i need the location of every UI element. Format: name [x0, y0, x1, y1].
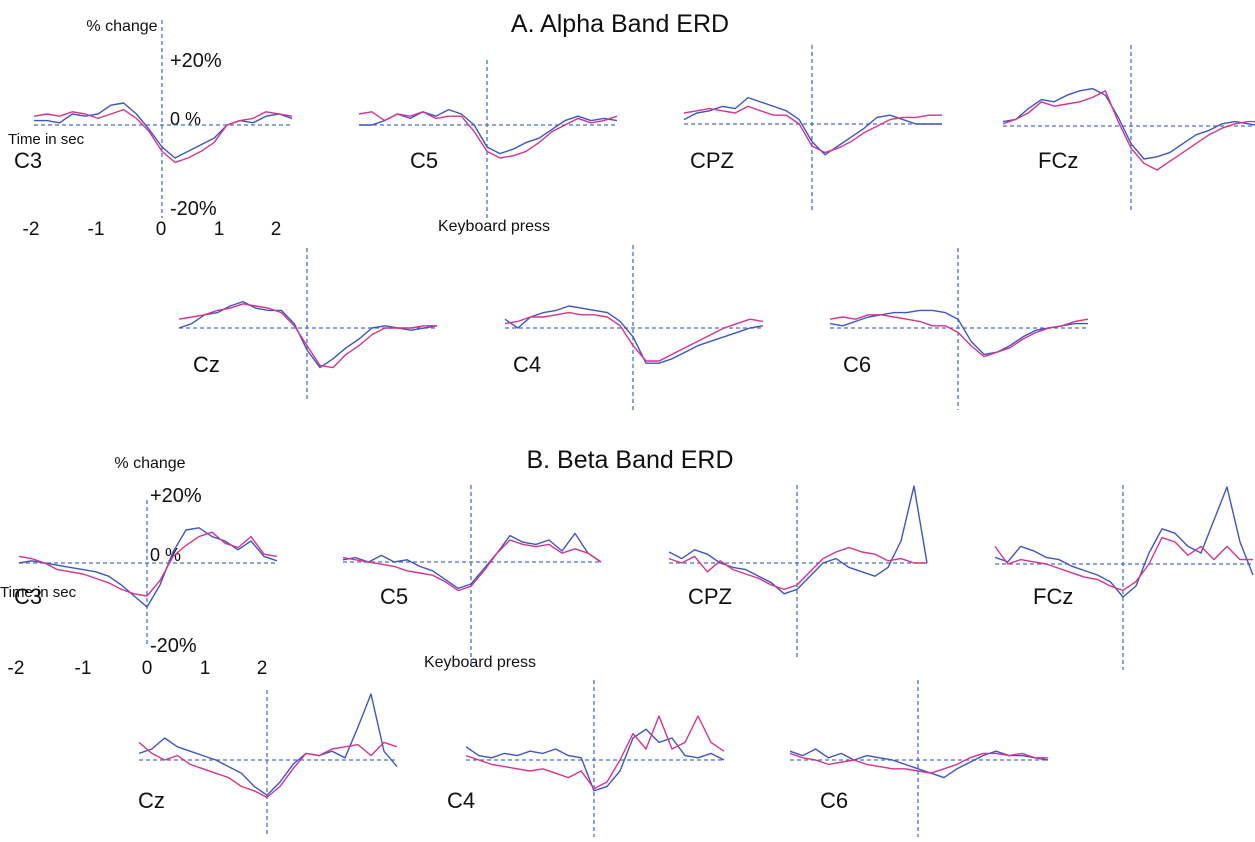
- panel-a-xtick: 1: [214, 219, 225, 240]
- panel-b-xlabel: Time in sec: [0, 584, 77, 601]
- panel-a-xtick: 2: [271, 219, 282, 240]
- panel-b-title: B. Beta Band ERD: [526, 446, 733, 474]
- series-magenta-line: [358, 111, 618, 159]
- series-blue-line: [668, 485, 928, 595]
- series-magenta-line: [18, 531, 278, 597]
- series-blue-line: [1002, 87, 1255, 160]
- subplot-c5: C5: [358, 60, 618, 218]
- series-magenta-line: [829, 314, 1089, 358]
- subplot-cpz: CPZ: [668, 485, 928, 660]
- panel-a-minus-label: -20%: [170, 198, 217, 220]
- series-magenta-line: [994, 536, 1253, 592]
- subplot-fcz: FCz: [1002, 45, 1255, 210]
- series-magenta-line: [33, 108, 293, 164]
- channel-label: C6: [843, 352, 871, 377]
- channel-label: FCz: [1038, 148, 1078, 173]
- channel-label: Cz: [138, 788, 165, 813]
- panel-a-title: A. Alpha Band ERD: [511, 10, 729, 38]
- panel-a-plus-label: +20%: [170, 50, 222, 72]
- series-blue-line: [34, 102, 293, 159]
- subplot-c4: C4: [504, 245, 764, 410]
- channel-label: FCz: [1033, 584, 1073, 609]
- series-magenta-line: [683, 105, 942, 154]
- series-magenta-line: [342, 539, 602, 592]
- subplot-c5: C5: [342, 485, 602, 665]
- series-blue-line: [994, 486, 1254, 598]
- subplot-c6: C6: [829, 248, 1089, 410]
- panel-b-event-label: Keyboard press: [424, 654, 536, 671]
- panel-b-plus-label: +20%: [150, 485, 202, 507]
- series-blue-line: [359, 108, 618, 155]
- series-magenta-line: [668, 546, 927, 591]
- series-magenta-line: [504, 311, 764, 362]
- channel-label: C4: [513, 352, 541, 377]
- series-magenta-line: [138, 741, 398, 799]
- channel-label: C5: [410, 148, 438, 173]
- panel-b-ylabel: % change: [114, 455, 185, 472]
- channel-label: C5: [380, 584, 408, 609]
- panel-b-xtick: 2: [257, 658, 268, 679]
- channel-label: C3: [14, 148, 42, 173]
- series-blue-line: [465, 728, 725, 792]
- panel-b-xtick: 0: [142, 658, 153, 679]
- series-magenta-line: [178, 303, 437, 369]
- panel-b-xtick: -2: [8, 658, 25, 679]
- panel-a-xtick: -1: [88, 219, 105, 240]
- subplot-c3: C3: [14, 20, 293, 218]
- series-magenta-line: [789, 752, 1048, 774]
- channel-label: C4: [447, 788, 475, 813]
- panel-a-xtick: -2: [23, 219, 40, 240]
- series-blue-line: [178, 300, 438, 369]
- series-blue-line: [504, 305, 764, 364]
- channel-label: CPZ: [690, 148, 734, 173]
- series-magenta-line: [1002, 90, 1255, 171]
- panel-a-ylabel: % change: [86, 18, 157, 35]
- panel-b-xtick: 1: [200, 658, 211, 679]
- series-blue-line: [138, 693, 398, 796]
- subplot-cpz: CPZ: [683, 45, 942, 210]
- subplot-c3: C3: [14, 500, 278, 647]
- series-blue-line: [342, 532, 602, 590]
- channel-label: Cz: [193, 352, 220, 377]
- subplot-cz: Cz: [178, 248, 438, 402]
- subplot-c6: C6: [789, 680, 1049, 837]
- channel-label: C6: [820, 788, 848, 813]
- subplot-cz: Cz: [138, 690, 398, 837]
- panel-b-zero-label: 0 %: [150, 545, 181, 565]
- panel-a-event-label: Keyboard press: [438, 218, 550, 235]
- panel-a-xtick: 0: [156, 219, 167, 240]
- channel-label: CPZ: [688, 584, 732, 609]
- subplot-layer: C3 C5 CPZ FCz Cz C4 C6 C3 C5 CPZ FCz Cz C4 C6: [14, 20, 1255, 837]
- series-blue-line: [829, 309, 1088, 356]
- panel-b-minus-label: -20%: [150, 635, 197, 657]
- channel-label: C3: [14, 584, 42, 609]
- series-magenta-line: [465, 715, 725, 790]
- panel-a-zero-label: 0 %: [170, 109, 201, 129]
- series-blue-line: [789, 748, 1049, 779]
- panel-b-xtick: -1: [75, 658, 92, 679]
- subplot-c4: C4: [447, 680, 725, 837]
- subplot-fcz: FCz: [994, 485, 1254, 670]
- panel-a-xlabel: Time in sec: [8, 131, 85, 148]
